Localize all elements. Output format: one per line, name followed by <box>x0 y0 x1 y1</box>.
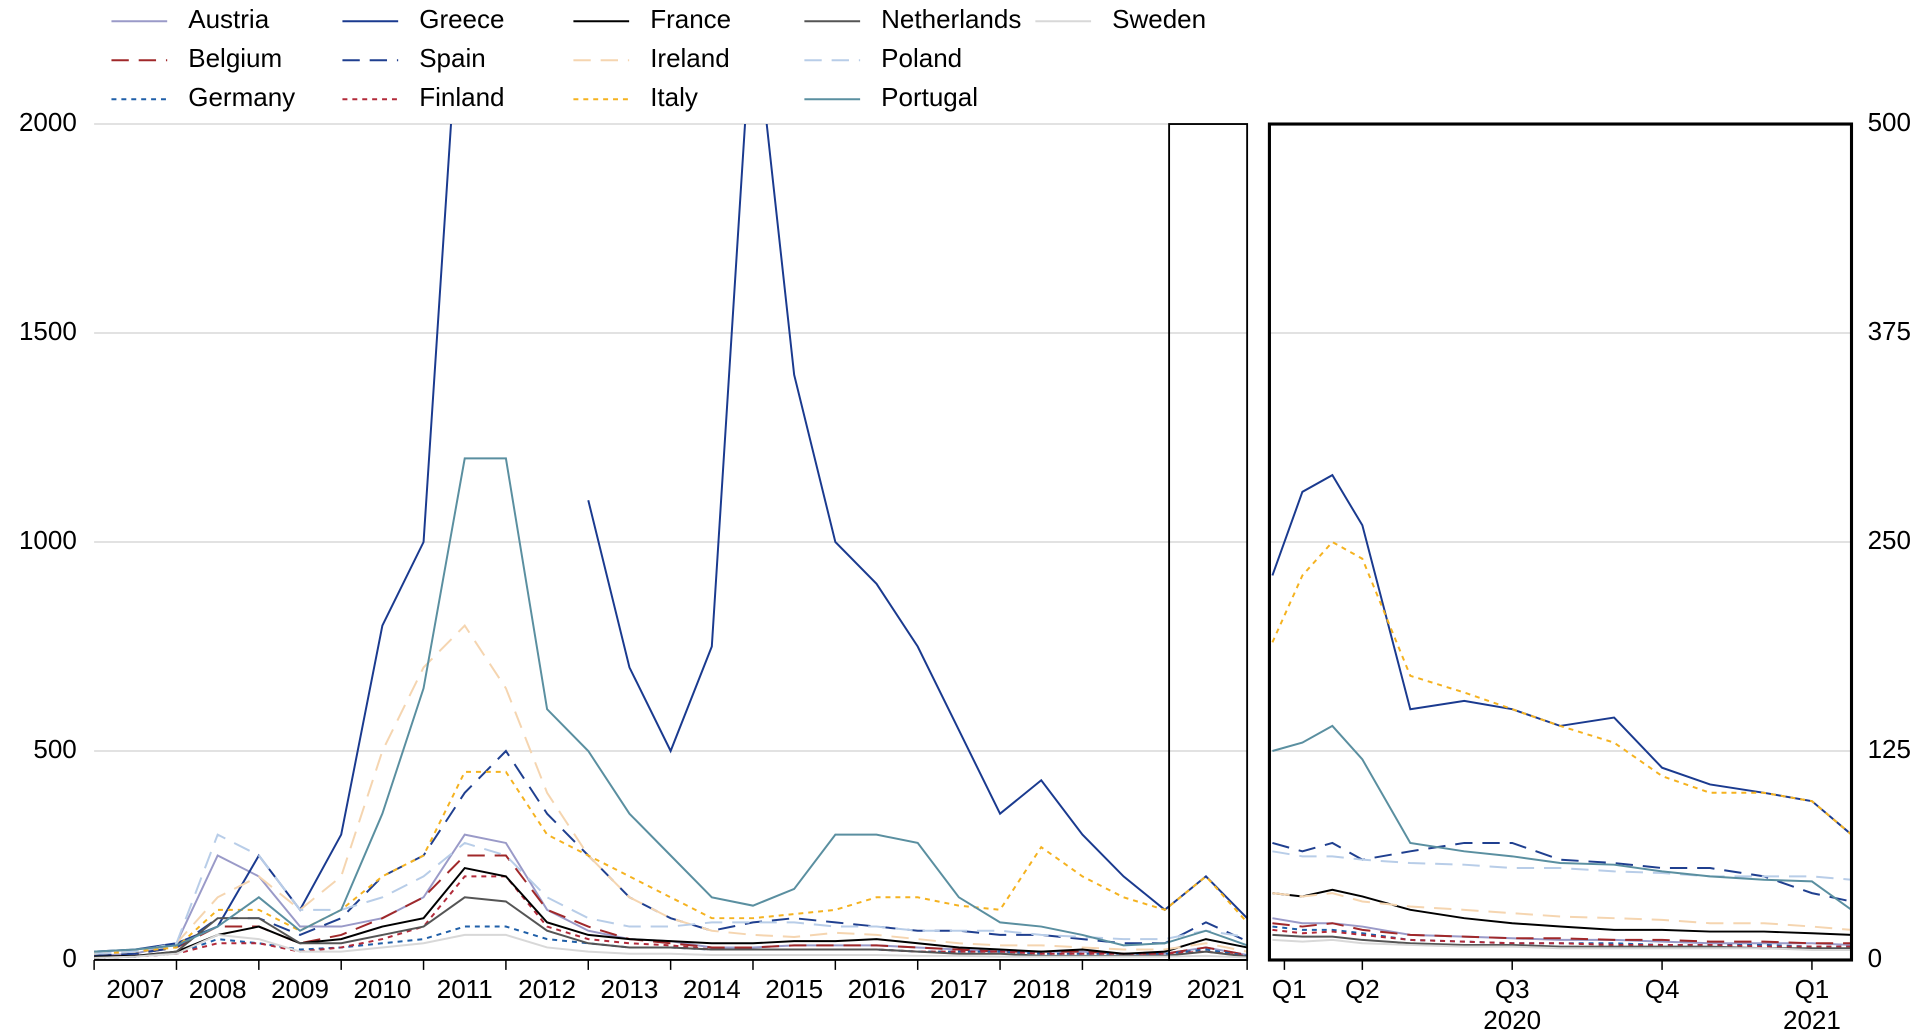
left-plot <box>94 124 1248 959</box>
legend-label: Austria <box>188 4 269 34</box>
legend-label: Ireland <box>650 43 730 73</box>
legend-label: France <box>650 4 731 34</box>
x-tick-label: 2009 <box>271 974 329 1004</box>
x-tick-label: 2010 <box>353 974 411 1004</box>
x-tick-label: 2015 <box>765 974 823 1004</box>
right-panel-frame <box>1267 122 1854 962</box>
series-line <box>94 896 1248 959</box>
series-line <box>1272 841 1852 903</box>
series-line <box>1272 922 1852 945</box>
series-line <box>94 457 1248 953</box>
x-tick-label: 2007 <box>106 974 164 1004</box>
x-tick-label: Q1 <box>1795 974 1830 1004</box>
grid-layer <box>94 123 1852 961</box>
y-tick-label: 0 <box>1868 943 1882 973</box>
y-tick-label: 125 <box>1868 734 1911 764</box>
x-year-label: 2020 <box>1483 1005 1541 1032</box>
series-line <box>94 866 1248 958</box>
legend-label: Portugal <box>881 82 978 112</box>
series-line <box>1272 938 1852 951</box>
x-tick-label: Q2 <box>1345 974 1380 1004</box>
series-line <box>94 833 1248 955</box>
x-tick-label: Q3 <box>1495 974 1530 1004</box>
labels-layer: 0 500 1000 1500 2000 2007 2008 2009 2010 2011 2012… <box>19 4 1911 1032</box>
series-line <box>1272 892 1852 931</box>
y-tick-label: 250 <box>1868 525 1911 555</box>
y-tick-label: 1500 <box>19 316 77 346</box>
y-tick-label: 375 <box>1868 316 1911 346</box>
x-tick-label: 2018 <box>1012 974 1070 1004</box>
x-tick-label: 2013 <box>601 974 659 1004</box>
right-plot <box>1271 473 1852 951</box>
series-line <box>1271 540 1852 836</box>
series-line <box>94 124 1248 953</box>
x-tick-label: 2017 <box>930 974 988 1004</box>
series-line <box>94 933 1248 959</box>
y-tick-label: 2000 <box>19 107 77 137</box>
legend-label: Spain <box>419 43 486 73</box>
legend-label: Germany <box>188 82 295 112</box>
x-tick-label: 2019 <box>1095 974 1153 1004</box>
series-line <box>1272 888 1852 936</box>
series-line <box>1272 850 1852 881</box>
x-tick-label: 2014 <box>683 974 741 1004</box>
x-tick-label: Q1 <box>1272 974 1307 1004</box>
x-tick-label: 2012 <box>518 974 576 1004</box>
series-line <box>1272 724 1852 911</box>
x-tick-label: 2011 <box>437 974 493 1004</box>
series-line <box>94 770 1248 955</box>
series-line <box>94 624 1248 955</box>
series-line <box>1271 473 1852 836</box>
legend-label: Sweden <box>1112 4 1206 34</box>
y-tick-label: 500 <box>1868 107 1911 137</box>
y-tick-label: 1000 <box>19 525 77 555</box>
x-year-label: 2021 <box>1783 1005 1841 1032</box>
y-tick-label: 0 <box>62 943 76 973</box>
legend-label: Poland <box>881 43 962 73</box>
legend-label: Italy <box>650 82 698 112</box>
x-tick-label: 2008 <box>189 974 247 1004</box>
y-tick-label: 500 <box>33 734 76 764</box>
series-line <box>94 749 1248 957</box>
legend-label: Netherlands <box>881 4 1021 34</box>
legend-label: Greece <box>419 4 504 34</box>
legend-label: Finland <box>419 82 504 112</box>
x-tick-label: 2016 <box>848 974 906 1004</box>
x-tick-label: 2021 <box>1187 974 1245 1004</box>
legend-label: Belgium <box>188 43 282 73</box>
x-tick-label: Q4 <box>1645 974 1680 1004</box>
